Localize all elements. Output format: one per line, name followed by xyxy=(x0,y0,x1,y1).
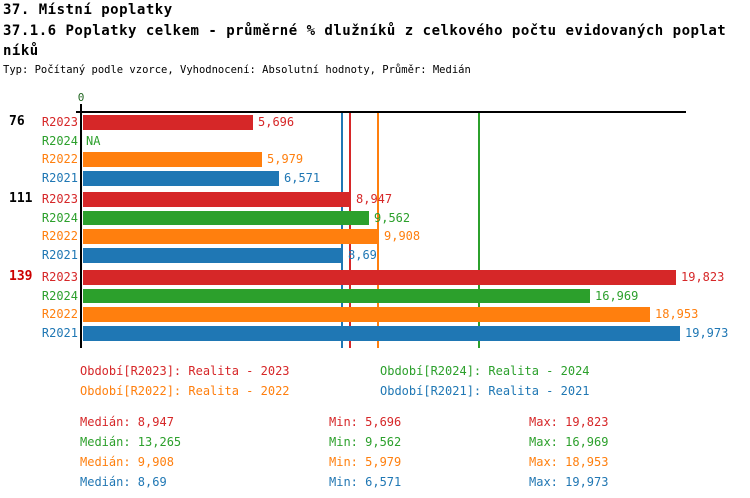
bar-r2021-group-76 xyxy=(83,171,279,186)
stat-min-r2022: Min: 5,979 xyxy=(329,455,402,469)
legend-item-r2023: Období[R2023]: Realita - 2023 xyxy=(80,364,290,378)
y-axis-line xyxy=(80,104,82,348)
value-label-r2023-group-111: 8,947 xyxy=(356,192,393,206)
legend-item-r2024: Období[R2024]: Realita - 2024 xyxy=(380,364,590,378)
bar-r2024-group-111 xyxy=(83,210,369,226)
bar-r2022-group-76 xyxy=(83,152,262,167)
x-axis-line xyxy=(76,111,686,113)
value-label-r2023-group-139: 19,823 xyxy=(681,270,725,284)
stat-min-r2023: Min: 5,696 xyxy=(329,415,402,429)
stat-max-r2023: Max: 19,823 xyxy=(529,415,609,429)
report-title: 37. Místní poplatky xyxy=(3,2,173,18)
legend-item-r2021: Období[R2021]: Realita - 2021 xyxy=(380,384,590,398)
row-label-r2023: R2023 xyxy=(41,192,78,206)
row-label-r2024: R2024 xyxy=(41,288,78,303)
value-label-r2022-group-76: 5,979 xyxy=(267,152,304,167)
value-label-r2021-group-139: 19,973 xyxy=(685,326,729,341)
median-line-r2024 xyxy=(478,111,480,348)
report-subtitle-line1: 37.1.6 Poplatky celkem - průměrné % dluž… xyxy=(3,23,727,39)
bar-r2024-group-139 xyxy=(83,288,590,304)
row-label-r2021: R2021 xyxy=(41,248,78,263)
value-label-r2024-group-76: NA xyxy=(86,133,101,148)
stat-median-r2022: Medián: 9,908 xyxy=(80,455,174,469)
bar-r2022-group-111 xyxy=(83,229,379,244)
bar-r2023-group-111 xyxy=(83,192,351,207)
row-label-r2021: R2021 xyxy=(41,171,78,186)
row-label-r2024: R2024 xyxy=(41,133,78,148)
row-label-r2022: R2022 xyxy=(41,152,78,167)
row-label-r2022: R2022 xyxy=(41,229,78,244)
stat-median-r2024: Medián: 13,265 xyxy=(80,435,182,449)
stat-min-r2021: Min: 6,571 xyxy=(329,475,402,489)
bar-r2022-group-139 xyxy=(83,307,650,322)
bar-r2023-group-76 xyxy=(83,115,253,130)
row-label-r2023: R2023 xyxy=(41,270,78,284)
row-label-r2022: R2022 xyxy=(41,307,78,322)
row-label-r2023: R2023 xyxy=(41,115,78,129)
bar-r2021-group-139 xyxy=(83,326,680,341)
bar-r2021-group-111 xyxy=(83,248,343,263)
x-axis-zero-tick-label: 0 xyxy=(77,91,85,104)
stat-median-r2023: Medián: 8,947 xyxy=(80,415,174,429)
value-label-r2021-group-76: 6,571 xyxy=(284,171,321,186)
report-meta: Typ: Počítaný podle vzorce, Vyhodnocení:… xyxy=(3,64,471,76)
stat-max-r2022: Max: 18,953 xyxy=(529,455,609,469)
stat-max-r2021: Max: 19,973 xyxy=(529,475,609,489)
legend-item-r2022: Období[R2022]: Realita - 2022 xyxy=(80,384,290,398)
stat-median-r2021: Medián: 8,69 xyxy=(80,475,167,489)
value-label-r2022-group-111: 9,908 xyxy=(384,229,421,244)
stat-max-r2024: Max: 16,969 xyxy=(529,435,609,449)
group-label-76: 76 xyxy=(9,114,25,129)
value-label-r2024-group-111: 9,562 xyxy=(374,210,411,225)
group-label-139: 139 xyxy=(9,269,33,284)
stat-min-r2024: Min: 9,562 xyxy=(329,435,402,449)
value-label-r2023-group-76: 5,696 xyxy=(258,115,295,129)
row-label-r2024: R2024 xyxy=(41,210,78,225)
bar-r2023-group-139 xyxy=(83,270,676,285)
value-label-r2021-group-111: 8,69 xyxy=(348,248,377,263)
value-label-r2022-group-139: 18,953 xyxy=(655,307,699,322)
group-label-111: 111 xyxy=(9,191,33,206)
row-label-r2021: R2021 xyxy=(41,326,78,341)
value-label-r2024-group-139: 16,969 xyxy=(595,288,639,303)
report-subtitle-line2: níků xyxy=(3,43,39,59)
